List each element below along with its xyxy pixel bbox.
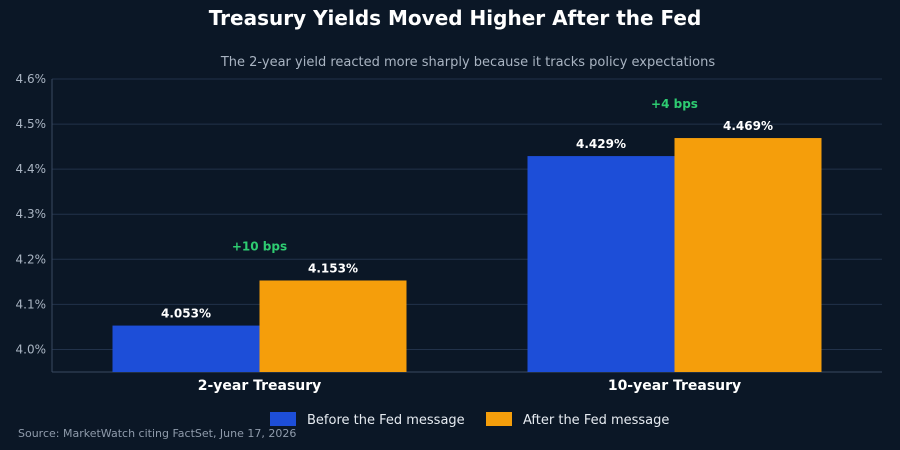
y-tick-label: 4.1% [16,297,47,311]
chart-title: Treasury Yields Moved Higher After the F… [209,6,702,30]
change-annotation: +4 bps [651,97,698,111]
legend-swatch [270,412,296,426]
source-note: Source: MarketWatch citing FactSet, June… [18,427,296,440]
y-tick-label: 4.6% [16,72,47,86]
legend-label: After the Fed message [523,413,669,428]
bar-value-label: 4.153% [308,261,358,275]
bar-before-0 [112,325,260,372]
y-tick-label: 4.4% [16,162,47,176]
bar-value-label: 4.053% [161,307,211,321]
gridlines [51,78,882,373]
x-category-label: 2-year Treasury [198,378,322,394]
bar-before-1 [527,156,675,372]
legend-swatch [486,412,512,426]
y-tick-label: 4.5% [16,117,47,131]
legend: Before the Fed message After the Fed mess… [270,412,669,428]
y-axis: 4.0% 4.1% 4.2% 4.3% 4.4% 4.5% 4.6% [16,72,47,356]
y-tick-label: 4.3% [16,207,47,221]
bar-after-0 [259,280,407,372]
bar-after-1 [674,138,822,372]
y-tick-label: 4.0% [16,342,47,356]
change-annotation: +10 bps [232,239,287,253]
bar-value-label: 4.469% [723,119,773,133]
y-tick-label: 4.2% [16,252,47,266]
bars [112,138,822,372]
x-category-label: 10-year Treasury [608,378,741,394]
chart-subtitle: The 2-year yield reacted more sharply be… [220,55,716,70]
legend-label: Before the Fed message [307,413,465,428]
data-labels: 4.053% 4.153% +10 bps 4.429% 4.469% +4 bps [161,97,773,321]
bar-value-label: 4.429% [576,137,626,151]
x-axis: 2-year Treasury 10-year Treasury [198,378,741,394]
